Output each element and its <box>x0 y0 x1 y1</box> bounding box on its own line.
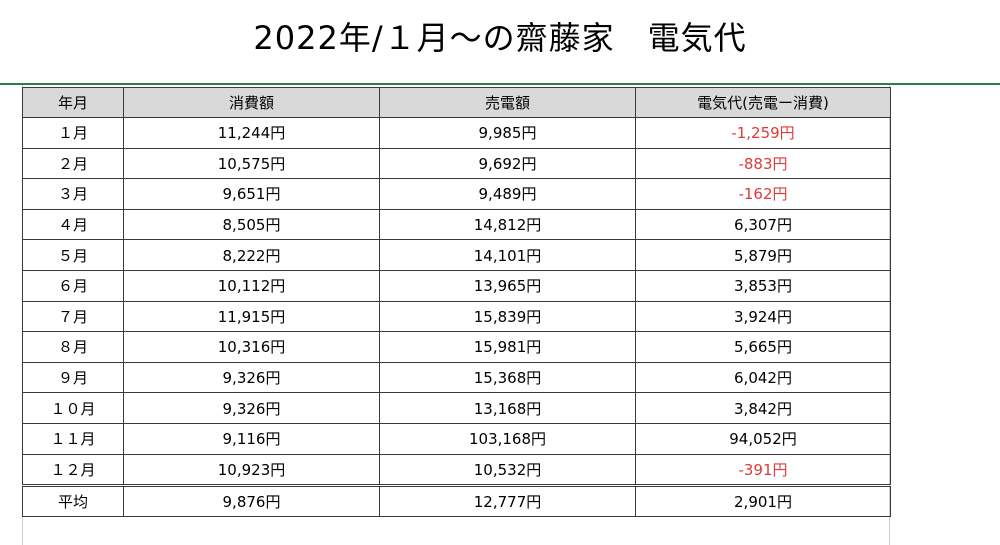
cell-month[interactable]: ３月 <box>22 178 124 210</box>
cell-average-sale[interactable]: 12,777円 <box>379 484 636 518</box>
cell-average-consumption[interactable]: 9,876円 <box>123 484 380 518</box>
cell-cost[interactable]: 5,879円 <box>635 239 891 271</box>
cell-consumption[interactable]: 10,316円 <box>123 331 380 363</box>
table-row: １２月 10,923円 10,532円 -391円 <box>22 453 891 487</box>
cell-sale[interactable]: 15,368円 <box>379 361 636 394</box>
header-sale[interactable]: 売電額 <box>379 87 636 118</box>
cell-consumption[interactable]: 9,651円 <box>123 178 380 210</box>
cell-consumption[interactable]: 10,112円 <box>123 269 380 302</box>
cell-month[interactable]: １２月 <box>22 453 124 487</box>
average-row: 平均 9,876円 12,777円 2,901円 <box>22 484 891 518</box>
table-row: ４月 8,505円 14,812円 6,307円 <box>22 208 891 241</box>
cell-month[interactable]: ４月 <box>22 208 124 241</box>
header-month[interactable]: 年月 <box>22 87 124 118</box>
cell-consumption[interactable]: 8,505円 <box>123 208 380 241</box>
cell-sale[interactable]: 15,981円 <box>379 331 636 363</box>
cell-month[interactable]: １０月 <box>22 392 124 424</box>
cell-cost[interactable]: 6,307円 <box>635 208 891 241</box>
cell-consumption[interactable]: 10,575円 <box>123 147 380 180</box>
cell-consumption[interactable]: 11,915円 <box>123 300 380 333</box>
cell-average-cost[interactable]: 2,901円 <box>635 484 891 518</box>
electricity-cost-table: 年月 消費額 売電額 電気代(売電ー消費) １月 11,244円 9,985円 … <box>22 87 891 518</box>
cell-month[interactable]: １月 <box>22 117 124 149</box>
cell-cost[interactable]: 3,842円 <box>635 392 891 424</box>
cell-sale[interactable]: 13,965円 <box>379 269 636 302</box>
cell-month[interactable]: ９月 <box>22 361 124 394</box>
table-row: １０月 9,326円 13,168円 3,842円 <box>22 392 891 424</box>
cell-month[interactable]: ６月 <box>22 269 124 302</box>
cell-sale[interactable]: 9,985円 <box>379 117 636 149</box>
cell-consumption[interactable]: 9,326円 <box>123 361 380 394</box>
title-divider <box>0 83 1000 85</box>
cell-cost[interactable]: -1,259円 <box>635 117 891 149</box>
cell-cost[interactable]: 3,853円 <box>635 269 891 302</box>
cell-consumption[interactable]: 11,244円 <box>123 117 380 149</box>
header-row: 年月 消費額 売電額 電気代(売電ー消費) <box>22 87 891 118</box>
cell-month[interactable]: ８月 <box>22 331 124 363</box>
cell-sale[interactable]: 13,168円 <box>379 392 636 424</box>
table-row: ９月 9,326円 15,368円 6,042円 <box>22 361 891 394</box>
table-row: ３月 9,651円 9,489円 -162円 <box>22 178 891 210</box>
header-cost[interactable]: 電気代(売電ー消費) <box>635 87 891 118</box>
table-row: ５月 8,222円 14,101円 5,879円 <box>22 239 891 271</box>
table-row: ２月 10,575円 9,692円 -883円 <box>22 147 891 180</box>
cell-cost[interactable]: -391円 <box>635 453 891 487</box>
header-consumption[interactable]: 消費額 <box>123 87 380 118</box>
table-row: １１月 9,116円 103,168円 94,052円 <box>22 422 891 455</box>
cell-sale[interactable]: 14,101円 <box>379 239 636 271</box>
cell-average-label[interactable]: 平均 <box>22 484 124 518</box>
cell-cost[interactable]: 3,924円 <box>635 300 891 333</box>
table-row: ７月 11,915円 15,839円 3,924円 <box>22 300 891 333</box>
cell-sale[interactable]: 10,532円 <box>379 453 636 487</box>
cell-consumption[interactable]: 9,116円 <box>123 422 380 455</box>
sheet-title: 2022年/１月～の齋藤家 電気代 <box>253 19 747 57</box>
cell-sale[interactable]: 9,489円 <box>379 178 636 210</box>
cell-cost[interactable]: -162円 <box>635 178 891 210</box>
cell-sale[interactable]: 14,812円 <box>379 208 636 241</box>
cell-month[interactable]: ２月 <box>22 147 124 180</box>
cell-cost[interactable]: 94,052円 <box>635 422 891 455</box>
cell-consumption[interactable]: 10,923円 <box>123 453 380 487</box>
cell-month[interactable]: ５月 <box>22 239 124 271</box>
cell-month[interactable]: ７月 <box>22 300 124 333</box>
cell-cost[interactable]: 6,042円 <box>635 361 891 394</box>
cell-sale[interactable]: 9,692円 <box>379 147 636 180</box>
cell-consumption[interactable]: 9,326円 <box>123 392 380 424</box>
cell-cost[interactable]: 5,665円 <box>635 331 891 363</box>
cell-month[interactable]: １１月 <box>22 422 124 455</box>
table-row: ８月 10,316円 15,981円 5,665円 <box>22 331 891 363</box>
cell-cost[interactable]: -883円 <box>635 147 891 180</box>
cell-sale[interactable]: 15,839円 <box>379 300 636 333</box>
cell-sale[interactable]: 103,168円 <box>379 422 636 455</box>
table-row: ６月 10,112円 13,965円 3,853円 <box>22 269 891 302</box>
cell-consumption[interactable]: 8,222円 <box>123 239 380 271</box>
table-row: １月 11,244円 9,985円 -1,259円 <box>22 117 891 149</box>
